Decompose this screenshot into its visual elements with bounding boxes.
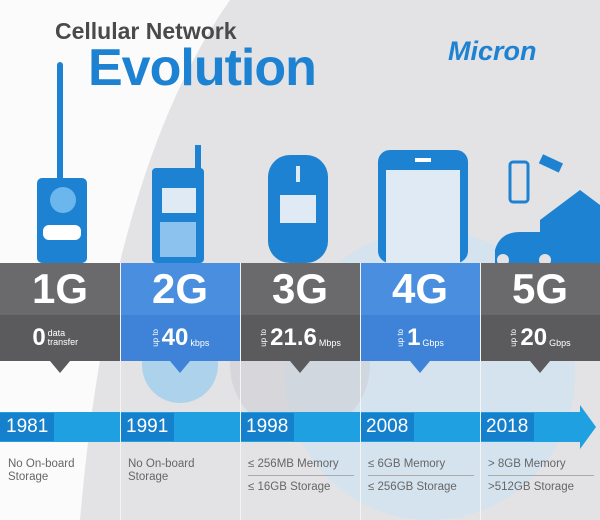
pointer-marker	[170, 361, 190, 373]
pointer-marker	[50, 361, 70, 373]
speed-value: 21.6	[270, 324, 317, 351]
speed-prefix: up to	[396, 329, 406, 347]
speed-band: up to 40 kbps	[120, 315, 240, 373]
column-divider	[240, 263, 241, 520]
spec-line2: >512GB Storage	[488, 481, 574, 493]
smartphone-icon	[378, 150, 468, 263]
title-line2: Evolution	[88, 39, 317, 97]
speed-value: 1	[407, 324, 421, 351]
generation-column-2g: 2G up to 40 kbps 1991 No On-board Storage	[120, 263, 240, 498]
generation-label: 3G	[240, 263, 360, 315]
spec-line1: > 8GB Memory	[488, 458, 594, 476]
iot-devices-icon	[495, 154, 600, 266]
speed-unit: data transfer	[47, 328, 79, 347]
micron-logo: Micron	[448, 36, 537, 66]
spec-line1: No On-board	[128, 458, 195, 470]
year-label: 1991	[120, 413, 175, 441]
feature-phone-icon	[152, 145, 204, 263]
speed-unit: Mbps	[318, 338, 341, 348]
spec-text: No On-board Storage	[128, 458, 234, 484]
column-divider	[120, 263, 121, 520]
column-divider	[360, 263, 361, 520]
speed-value: 20	[520, 324, 548, 351]
generation-column-4g: 4G up to 1 Gbps 2008 ≤ 6GB Memory ≤ 256GB S…	[360, 263, 480, 498]
speed-unit: Gbps	[549, 338, 571, 348]
year-label: 2018	[480, 413, 535, 441]
pointer-marker	[290, 361, 310, 373]
brick-phone-icon	[37, 62, 87, 263]
speed-prefix: up to	[509, 329, 519, 347]
generation-label: 5G	[480, 263, 600, 315]
year-label: 1981	[0, 413, 55, 441]
pointer-marker	[530, 361, 550, 373]
spec-line1: ≤ 256MB Memory	[248, 458, 354, 476]
spec-text: > 8GB Memory >512GB Storage	[488, 458, 594, 494]
speed-band: up to 21.6 Mbps	[240, 315, 360, 373]
speed-value: 0	[32, 324, 46, 351]
spec-text: ≤ 6GB Memory ≤ 256GB Storage	[368, 458, 474, 494]
year-label: 1998	[240, 413, 295, 441]
speed-prefix: up to	[259, 329, 269, 347]
speed-prefix: up to	[150, 329, 160, 347]
generation-label: 1G	[0, 263, 120, 315]
speed-band: up to 20 Gbps	[480, 315, 600, 373]
generation-label: 4G	[360, 263, 480, 315]
pointer-marker	[410, 361, 430, 373]
title-line1: Cellular Network	[55, 18, 237, 44]
generation-column-1g: 1G 0 data transfer 1981 No On-board Storag…	[0, 263, 120, 498]
spec-text: No On-board Storage	[8, 458, 114, 484]
spec-text: ≤ 256MB Memory ≤ 16GB Storage	[248, 458, 354, 494]
spec-line2: Storage	[128, 471, 169, 483]
year-label: 2008	[360, 413, 415, 441]
candybar-phone-icon	[268, 155, 328, 263]
spec-line2: Storage	[8, 471, 49, 483]
spec-line2: ≤ 256GB Storage	[368, 481, 457, 493]
speed-band: up to 1 Gbps	[360, 315, 480, 373]
column-divider	[480, 263, 481, 520]
speed-band: 0 data transfer	[0, 315, 120, 373]
spec-line1: ≤ 6GB Memory	[368, 458, 474, 476]
spec-line2: ≤ 16GB Storage	[248, 481, 331, 493]
generation-label: 2G	[120, 263, 240, 315]
generation-column-5g: 5G up to 20 Gbps 2018 > 8GB Memory >512GB S…	[480, 263, 600, 498]
generation-column-3g: 3G up to 21.6 Mbps 1998 ≤ 256MB Memory ≤ 16…	[240, 263, 360, 498]
speed-unit: Gbps	[422, 338, 444, 348]
speed-unit: kbps	[190, 338, 210, 348]
spec-line1: No On-board	[8, 458, 75, 470]
speed-value: 40	[161, 324, 189, 351]
